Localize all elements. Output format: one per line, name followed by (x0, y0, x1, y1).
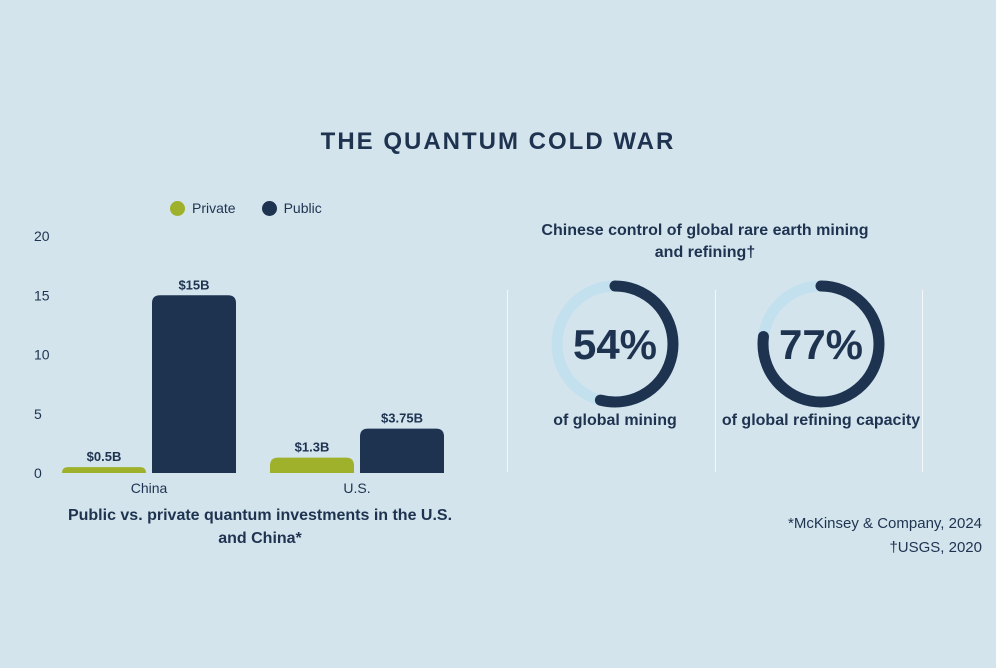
legend-item-public: Public (261, 200, 322, 216)
legend-label-public: Public (283, 200, 322, 216)
x-tick-label-1: U.S. (343, 480, 370, 496)
y-tick-label-0: 0 (34, 465, 42, 481)
bar-label-public-0: $15B (178, 277, 209, 292)
donut-value-1: 77% (779, 321, 863, 368)
source-usgs: †USGS, 2020 (889, 539, 982, 556)
source-mckinsey: *McKinsey & Company, 2024 (788, 515, 982, 532)
legend-swatch-private (170, 200, 185, 216)
donut-value-0: 54% (573, 321, 657, 368)
y-tick-label-1: 5 (34, 406, 42, 422)
bar-label-public-1: $3.75B (381, 411, 423, 426)
divider-right (922, 290, 923, 472)
investment-bar-chart: 0 5 10 15 20 $0.5B $15B China $1.3B $3.75B U.S. (34, 228, 444, 496)
legend-swatch-public (261, 200, 277, 216)
bar-public-0 (152, 295, 236, 473)
bar-label-private-0: $0.5B (87, 449, 122, 464)
bar-public-1 (360, 428, 444, 473)
refining-donut: 77% (757, 280, 885, 408)
page-title: THE QUANTUM COLD WAR (320, 128, 676, 155)
sources: *McKinsey & Company, 2024 †USGS, 2020 (788, 512, 982, 560)
divider-middle (715, 290, 716, 472)
donut-arc-0 (551, 280, 679, 408)
mining-donut: 54% (551, 280, 679, 408)
y-tick-label-4: 20 (34, 228, 50, 244)
divider-left (507, 290, 508, 472)
x-tick-label-0: China (131, 480, 168, 496)
bar-label-private-1: $1.3B (295, 440, 330, 455)
donut-arc-1 (757, 280, 885, 408)
refining-donut-label: of global refining capacity (721, 412, 921, 429)
bar-private-0 (62, 467, 146, 473)
chart-legend: Private Public (170, 200, 322, 216)
legend-item-private: Private (170, 200, 236, 216)
y-tick-label-3: 15 (34, 287, 50, 303)
bar-chart-caption: Public vs. private quantum investments i… (67, 507, 453, 547)
legend-label-private: Private (192, 200, 236, 216)
bar-private-1 (270, 457, 354, 473)
rare-earth-heading: Chinese control of global rare earth min… (541, 222, 869, 261)
y-tick-label-2: 10 (34, 347, 50, 363)
mining-donut-label: of global mining (553, 412, 677, 429)
